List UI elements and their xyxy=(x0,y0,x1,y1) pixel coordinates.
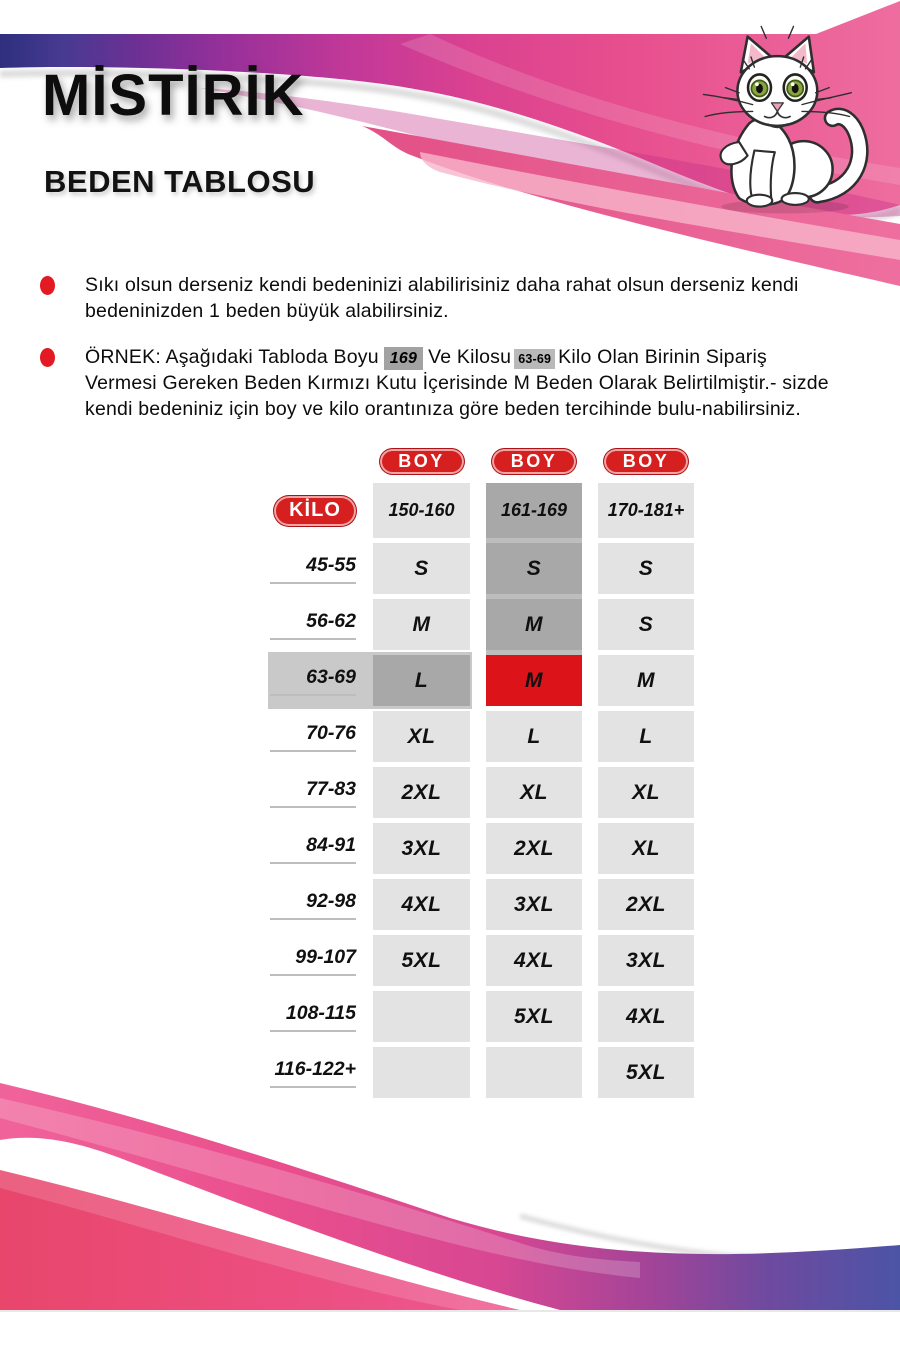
size-cell: L xyxy=(373,655,470,706)
boy-header-pill: BOY xyxy=(603,447,689,475)
kilo-underline xyxy=(270,861,356,864)
example-suffix: Kilo Olan Birinin Sipariş Vermesi Gereke… xyxy=(85,346,829,420)
size-cell: S xyxy=(598,599,694,650)
example-prefix: ÖRNEK: Aşağıdaki Tabloda Boyu xyxy=(85,346,379,368)
size-cell: 4XL xyxy=(373,879,470,930)
size-cell: 2XL xyxy=(486,823,582,874)
bottom-swoosh-graphic xyxy=(0,1083,900,1312)
note-example-text: ÖRNEK: Aşağıdaki Tabloda Boyu 169 Ve Kilos… xyxy=(85,344,837,422)
size-table-grid: BOY BOY BOY KİLO 150-160 161-169 170-181+ 45-55… xyxy=(268,444,698,1098)
size-cell: S xyxy=(486,543,582,594)
kilo-range-label: 45-55 xyxy=(268,543,357,594)
kilo-range-label: 108-115 xyxy=(268,991,357,1042)
kilo-underline xyxy=(270,637,356,640)
size-cell: XL xyxy=(373,711,470,762)
bullet-icon xyxy=(40,276,55,295)
size-cell: XL xyxy=(598,823,694,874)
kilo-underline xyxy=(270,973,356,976)
kilo-range-text: 84-91 xyxy=(306,833,356,856)
size-cell xyxy=(373,991,470,1042)
kilo-underline xyxy=(270,749,356,752)
kilo-underline xyxy=(270,805,356,808)
boy-pill-wrap: BOY xyxy=(598,444,694,478)
kilo-range-label: 77-83 xyxy=(268,767,357,818)
boy-header-pill: BOY xyxy=(491,447,577,475)
size-cell: S xyxy=(598,543,694,594)
kilo-range-label: 92-98 xyxy=(268,879,357,930)
size-cell xyxy=(486,1047,582,1098)
kilo-range-text: 70-76 xyxy=(306,721,356,744)
size-cell: XL xyxy=(486,767,582,818)
kilo-range-label: 56-62 xyxy=(268,599,357,650)
kilo-pill-wrap: KİLO xyxy=(268,483,357,538)
boy-pill-wrap: BOY xyxy=(373,444,470,478)
boy-range-cell: 161-169 xyxy=(486,483,582,538)
kilo-range-text: 99-107 xyxy=(295,945,356,968)
kilo-underline xyxy=(270,917,356,920)
size-cell: XL xyxy=(598,767,694,818)
size-cell: 5XL xyxy=(373,935,470,986)
size-cell xyxy=(373,1047,470,1098)
bullet-icon xyxy=(40,348,55,367)
kilo-underline xyxy=(270,1029,356,1032)
kilo-range-text: 92-98 xyxy=(306,889,356,912)
example-kilo-badge: 63-69 xyxy=(514,349,556,369)
note-example: ÖRNEK: Aşağıdaki Tabloda Boyu 169 Ve Kilos… xyxy=(40,344,837,422)
kilo-range-label: 84-91 xyxy=(268,823,357,874)
kilo-header-pill: KİLO xyxy=(273,494,357,527)
header-swoosh-graphic xyxy=(0,1,900,286)
size-cell: 5XL xyxy=(598,1047,694,1098)
example-mid: Ve Kilosu xyxy=(428,346,512,368)
kilo-underline xyxy=(270,1085,356,1088)
size-cell: S xyxy=(373,543,470,594)
example-boy-badge: 169 xyxy=(383,347,424,370)
kilo-range-text: 77-83 xyxy=(306,777,356,800)
size-cell: 5XL xyxy=(486,991,582,1042)
kilo-range-text: 56-62 xyxy=(306,609,356,632)
size-cell: M xyxy=(373,599,470,650)
size-cell: 4XL xyxy=(598,991,694,1042)
table-corner-spacer xyxy=(268,444,357,478)
size-cell: 2XL xyxy=(373,767,470,818)
boy-range-cell: 150-160 xyxy=(373,483,470,538)
size-cell: L xyxy=(598,711,694,762)
kilo-range-label: 116-122+ xyxy=(268,1047,357,1098)
size-cell: M xyxy=(486,655,582,706)
size-cell: 4XL xyxy=(486,935,582,986)
size-cell: M xyxy=(486,599,582,650)
page-title: BEDEN TABLOSU xyxy=(44,164,316,199)
kilo-range-text: 45-55 xyxy=(306,553,356,576)
size-cell: 3XL xyxy=(373,823,470,874)
kilo-range-label: 99-107 xyxy=(268,935,357,986)
note-fit-advice-text: Sıkı olsun derseniz kendi bedeninizi ala… xyxy=(85,274,799,322)
note-fit-advice: Sıkı olsun derseniz kendi bedeninizi ala… xyxy=(40,272,837,324)
size-cell: 3XL xyxy=(598,935,694,986)
kilo-range-label: 70-76 xyxy=(268,711,357,762)
kilo-range-text: 63-69 xyxy=(306,665,356,688)
size-cell: M xyxy=(598,655,694,706)
brand-title: MİSTİRİK xyxy=(42,63,305,128)
size-cell: 2XL xyxy=(598,879,694,930)
size-cell: 3XL xyxy=(486,879,582,930)
kilo-range-label: 63-69 xyxy=(268,655,357,706)
kilo-underline xyxy=(270,581,356,584)
cat-mascot-icon xyxy=(702,25,869,214)
boy-pill-wrap: BOY xyxy=(486,444,582,478)
size-cell: L xyxy=(486,711,582,762)
kilo-range-text: 108-115 xyxy=(285,1001,356,1024)
kilo-range-text: 116-122+ xyxy=(274,1057,356,1080)
size-table: BOY BOY BOY KİLO 150-160 161-169 170-181+ 45-55… xyxy=(268,444,698,1100)
boy-header-pill: BOY xyxy=(378,447,465,475)
boy-range-cell: 170-181+ xyxy=(598,483,694,538)
kilo-underline xyxy=(270,693,356,696)
